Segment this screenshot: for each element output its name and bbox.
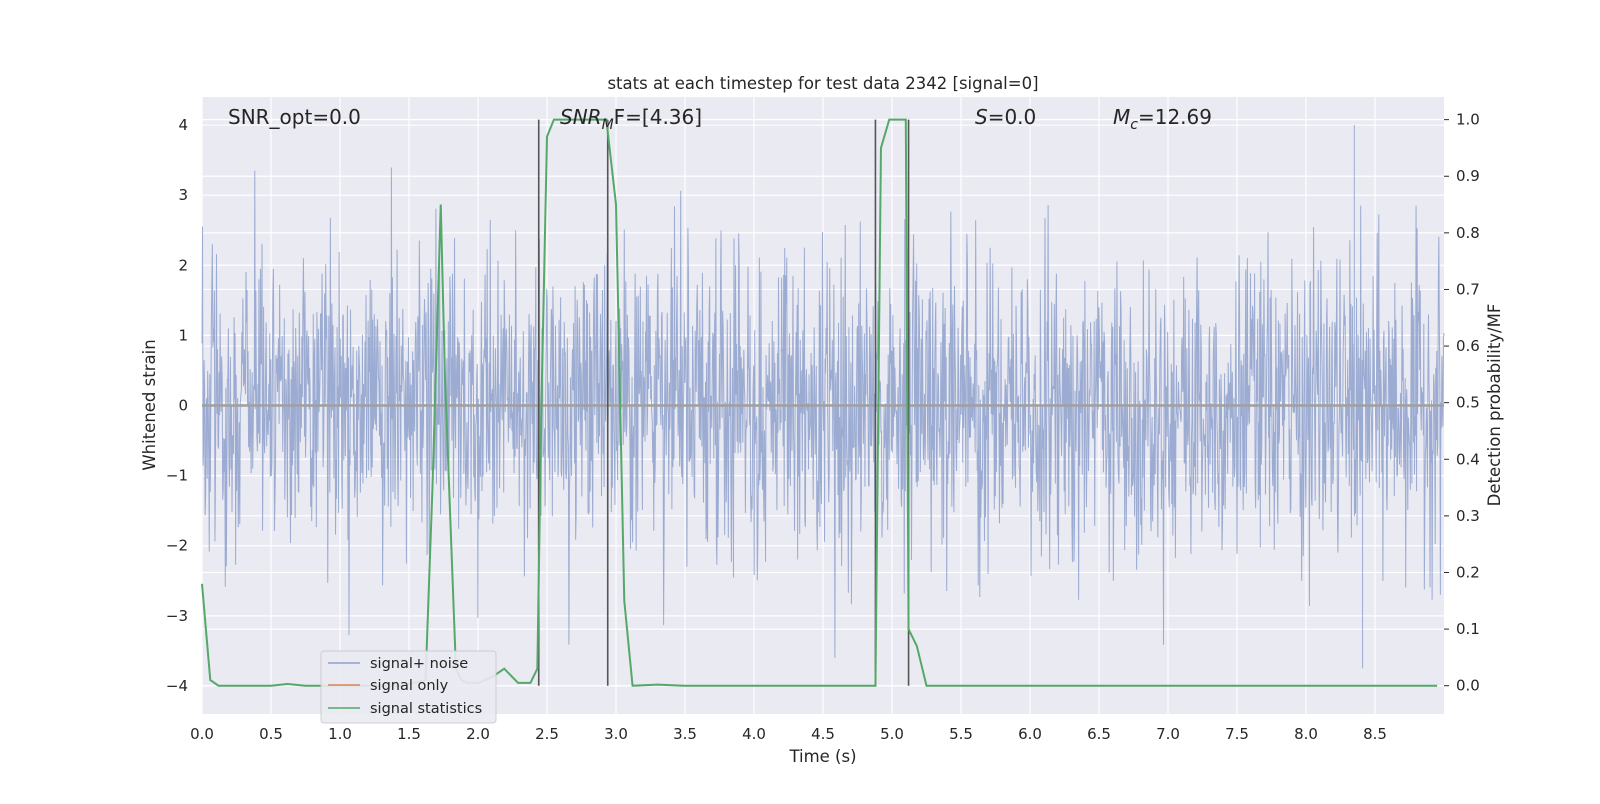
x-tick-label: 7.0 [1156,725,1180,743]
y-tick-label: 0 [178,397,188,415]
annotation-snr-mf-main: SNR [560,105,602,129]
x-tick-label: 8.0 [1294,725,1318,743]
y-right-tick-label: 0.0 [1456,677,1480,695]
x-tick-label: 2.0 [466,725,490,743]
annotation-snr-mf-sub: M [602,117,614,133]
x-tick-label: 5.5 [949,725,973,743]
annotation-snr-opt: SNR_opt=0.0 [228,105,361,129]
y-tick-label: −1 [166,467,188,485]
y-tick-label: −2 [166,537,188,555]
annotation-mc-sub: c [1130,117,1138,133]
annotation-mc: Mc=12.69 [1113,105,1212,133]
x-tick-label: 6.0 [1018,725,1042,743]
x-axis-label: Time (s) [788,747,856,766]
y-right-axis-ticks: 1.0 0.9 0.8 0.7 0.6 0.5 0.4 0.3 0.2 0.1 0.0 [1444,111,1480,695]
y-tick-label: −3 [166,607,188,625]
y-right-tick-label: 0.4 [1456,450,1480,468]
y-tick-label: 2 [178,256,188,274]
annotation-snr-mf: SNRMF=[4.36] [560,105,702,133]
y-right-tick-label: 0.5 [1456,394,1480,412]
x-tick-label: 3.0 [604,725,628,743]
y-tick-label: 1 [178,326,188,344]
y-tick-label: −4 [166,677,188,695]
x-tick-label: 5.0 [880,725,904,743]
annotation-mc-rest: =12.69 [1138,105,1212,129]
noise-trace [201,125,1445,669]
y-tick-label: 3 [178,186,188,204]
y-right-tick-label: 1.0 [1456,111,1480,129]
y-right-tick-label: 0.7 [1456,280,1480,298]
annotation-s-var: S [975,105,988,129]
y-axis-label: Whitened strain [140,339,159,470]
y-tick-label: 4 [178,116,188,134]
x-tick-label: 4.0 [742,725,766,743]
x-tick-label: 2.5 [535,725,559,743]
legend-box [320,650,497,724]
annotation-snr-mf-rest: F=[4.36] [614,105,702,129]
x-tick-label: 7.5 [1225,725,1249,743]
y-right-axis-label: Detection probability/MF [1485,304,1504,507]
y-right-tick-label: 0.2 [1456,563,1480,581]
annotation-s-rest: =0.0 [988,105,1037,129]
y-right-tick-label: 0.1 [1456,620,1480,638]
legend-label-signal-only: signal only [370,678,449,694]
y-right-tick-label: 0.6 [1456,337,1480,355]
x-tick-label: 8.5 [1363,725,1387,743]
x-tick-label: 3.5 [673,725,697,743]
x-tick-label: 6.5 [1087,725,1111,743]
annotation-s: S=0.0 [975,105,1036,129]
legend-label-signal-noise: signal+ noise [370,656,468,672]
y-right-tick-label: 0.8 [1456,224,1480,242]
y-right-tick-label: 0.9 [1456,167,1480,185]
x-tick-label: 4.5 [811,725,835,743]
y-right-tick-label: 0.3 [1456,507,1480,525]
legend: signal+ noise signal only signal statist… [320,650,497,724]
x-tick-label: 1.0 [328,725,352,743]
y-axis-ticks: 4 3 2 1 0 −1 −2 −3 −4 [166,116,188,695]
x-tick-label: 0.5 [259,725,283,743]
legend-label-signal-statistics: signal statistics [370,701,482,717]
x-tick-label: 0.0 [190,725,214,743]
chart-title: stats at each timestep for test data 234… [607,74,1038,93]
x-axis-ticks: 0.0 0.5 1.0 1.5 2.0 2.5 3.0 3.5 4.0 4.5 5.0 5.5 6.0 6… [190,725,1387,743]
x-tick-label: 1.5 [397,725,421,743]
annotation-mc-main: M [1113,105,1130,129]
series-signal-noise [201,125,1445,669]
